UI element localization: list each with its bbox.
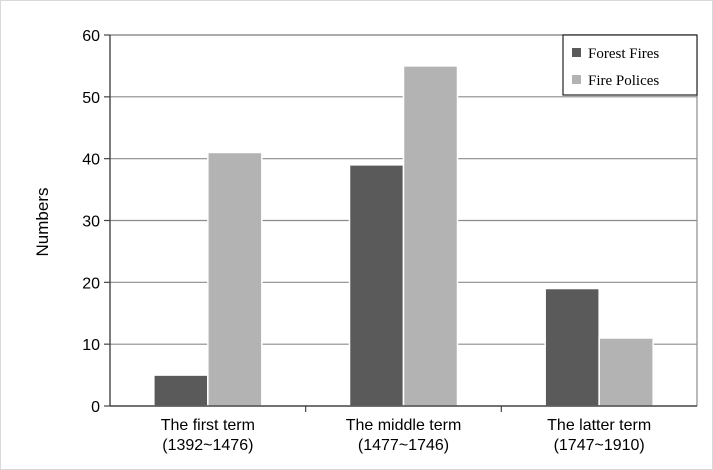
x-category-label: The first term [161, 417, 255, 434]
y-tick-label: 0 [91, 399, 100, 416]
bar-forest-fires [153, 374, 209, 407]
bar-fire-polices [598, 337, 654, 407]
x-category-label: The latter term [547, 417, 651, 434]
y-axis-label: Numbers [33, 188, 52, 257]
bar-fire-polices [402, 65, 459, 407]
y-tick-label: 30 [82, 214, 100, 231]
y-tick-label: 10 [82, 337, 100, 354]
y-tick-label: 40 [82, 152, 100, 169]
legend-box [562, 34, 698, 96]
legend: Forest Fires Fire Polices [562, 34, 698, 96]
x-category-sublabel: (1477~1746) [358, 437, 449, 454]
x-category-sublabel: (1747~1910) [554, 437, 645, 454]
x-category-sublabel: (1392~1476) [162, 437, 253, 454]
y-tick-label: 60 [82, 28, 100, 45]
x-category-label: The middle term [346, 417, 462, 434]
bar-forest-fires [348, 164, 405, 407]
x-category-labels: The first term (1392~1476) The middle term… [161, 417, 651, 454]
bar-forest-fires [544, 287, 600, 407]
y-tick-label: 50 [82, 90, 100, 107]
y-tick-label: 20 [82, 275, 100, 292]
legend-swatch [572, 48, 581, 57]
y-tick-labels: 0 10 20 30 40 50 60 [82, 28, 100, 416]
legend-label: Forest Fires [588, 46, 659, 62]
legend-swatch [572, 75, 581, 84]
bar-fire-polices [207, 151, 263, 407]
legend-label: Fire Polices [588, 73, 659, 89]
bars [153, 65, 654, 407]
